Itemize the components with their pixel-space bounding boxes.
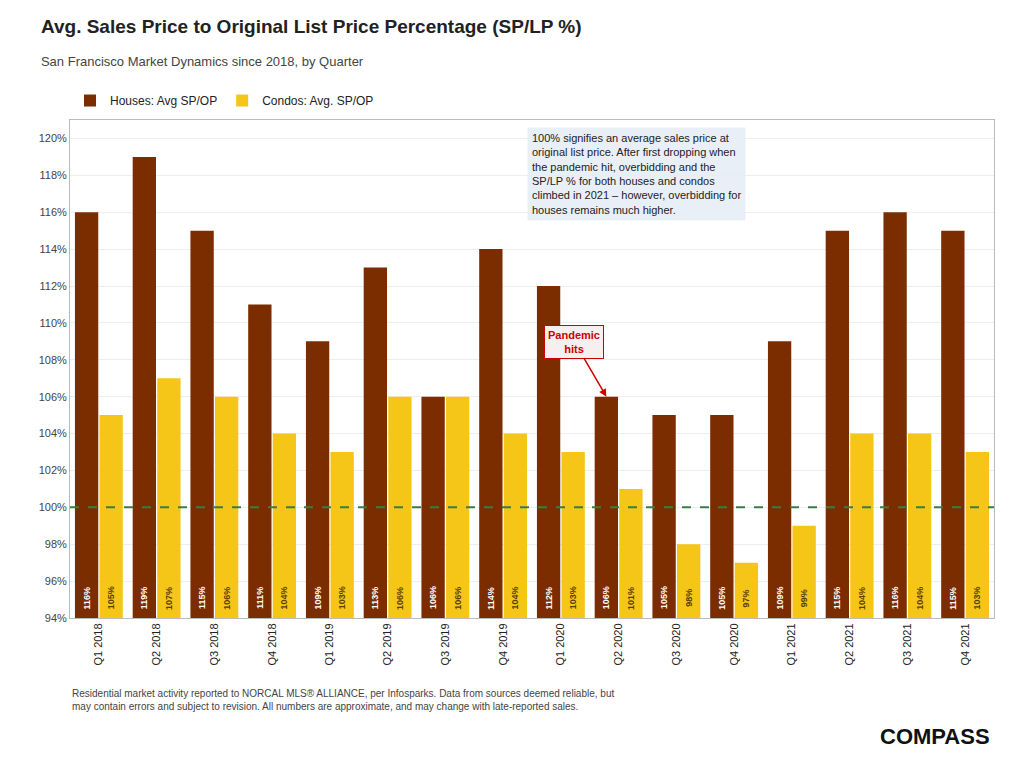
svg-text:Q4 2018: Q4 2018 [266, 623, 278, 665]
svg-text:94%: 94% [45, 612, 67, 624]
svg-text:118%: 118% [39, 169, 67, 181]
svg-text:99%: 99% [799, 589, 809, 607]
svg-text:97%: 97% [741, 589, 751, 607]
svg-text:104%: 104% [857, 587, 867, 610]
svg-text:96%: 96% [45, 575, 67, 587]
svg-text:100% signifies an average sale: 100% signifies an average sales price at… [532, 132, 741, 216]
svg-text:Condos: Avg. SP/OP: Condos: Avg. SP/OP [262, 94, 373, 108]
svg-text:Q3 2018: Q3 2018 [208, 623, 220, 665]
svg-text:Q4 2021: Q4 2021 [959, 623, 971, 665]
svg-text:Q2 2021: Q2 2021 [843, 623, 855, 665]
svg-text:110%: 110% [39, 317, 67, 329]
svg-text:Q3 2021: Q3 2021 [901, 623, 913, 665]
svg-text:103%: 103% [337, 586, 347, 609]
svg-text:Q4 2019: Q4 2019 [497, 623, 509, 665]
svg-text:106%: 106% [395, 587, 405, 610]
svg-text:105%: 105% [659, 586, 669, 609]
svg-text:115%: 115% [197, 587, 207, 610]
svg-text:109%: 109% [313, 587, 323, 610]
svg-text:114%: 114% [486, 587, 496, 610]
svg-text:112%: 112% [544, 587, 554, 610]
svg-text:Q2 2018: Q2 2018 [150, 623, 162, 665]
svg-text:109%: 109% [775, 587, 785, 610]
svg-text:112%: 112% [39, 280, 67, 292]
svg-text:103%: 103% [972, 586, 982, 609]
svg-text:104%: 104% [915, 587, 925, 610]
svg-text:98%: 98% [45, 538, 67, 550]
svg-text:115%: 115% [948, 587, 958, 610]
svg-text:119%: 119% [139, 587, 149, 610]
svg-text:COMPASS: COMPASS [880, 724, 990, 749]
svg-text:Q1 2021: Q1 2021 [785, 623, 797, 665]
svg-text:102%: 102% [39, 464, 67, 476]
svg-text:106%: 106% [601, 586, 611, 609]
svg-text:Avg. Sales Price to Original L: Avg. Sales Price to Original List Price … [41, 16, 582, 37]
svg-text:Pandemichits: Pandemichits [548, 329, 600, 355]
svg-text:106%: 106% [428, 586, 438, 609]
svg-text:120%: 120% [39, 132, 67, 144]
svg-text:104%: 104% [279, 586, 289, 609]
svg-text:104%: 104% [39, 427, 67, 439]
svg-text:106%: 106% [39, 391, 67, 403]
svg-text:Q2 2019: Q2 2019 [381, 623, 393, 665]
svg-text:Q3 2019: Q3 2019 [439, 623, 451, 665]
svg-text:105%: 105% [106, 586, 116, 609]
svg-text:Residential market activity re: Residential market activity reported to … [72, 688, 614, 712]
svg-text:100%: 100% [39, 501, 67, 513]
svg-text:114%: 114% [39, 243, 67, 255]
svg-text:103%: 103% [568, 586, 578, 609]
svg-text:108%: 108% [39, 354, 67, 366]
svg-text:Q1 2018: Q1 2018 [92, 623, 104, 665]
svg-text:Q1 2019: Q1 2019 [323, 623, 335, 665]
svg-text:116%: 116% [39, 206, 67, 218]
svg-text:101%: 101% [626, 587, 636, 610]
svg-text:Q4 2020: Q4 2020 [728, 623, 740, 665]
svg-text:Q3 2020: Q3 2020 [670, 623, 682, 665]
svg-text:San Francisco Market Dynamics: San Francisco Market Dynamics since 2018… [41, 54, 364, 69]
svg-text:Houses: Avg SP/OP: Houses: Avg SP/OP [110, 94, 217, 108]
svg-text:106%: 106% [453, 587, 463, 610]
svg-text:98%: 98% [684, 589, 694, 607]
svg-text:106%: 106% [222, 587, 232, 610]
svg-text:116%: 116% [82, 587, 92, 610]
svg-text:111%: 111% [255, 587, 265, 609]
svg-text:116%: 116% [890, 587, 900, 610]
svg-text:104%: 104% [510, 586, 520, 609]
svg-text:107%: 107% [164, 587, 174, 610]
svg-text:Q1 2020: Q1 2020 [554, 623, 566, 665]
svg-text:113%: 113% [370, 587, 380, 610]
svg-text:Q2 2020: Q2 2020 [612, 623, 624, 665]
svg-text:105%: 105% [717, 587, 727, 610]
svg-text:115%: 115% [832, 587, 842, 610]
